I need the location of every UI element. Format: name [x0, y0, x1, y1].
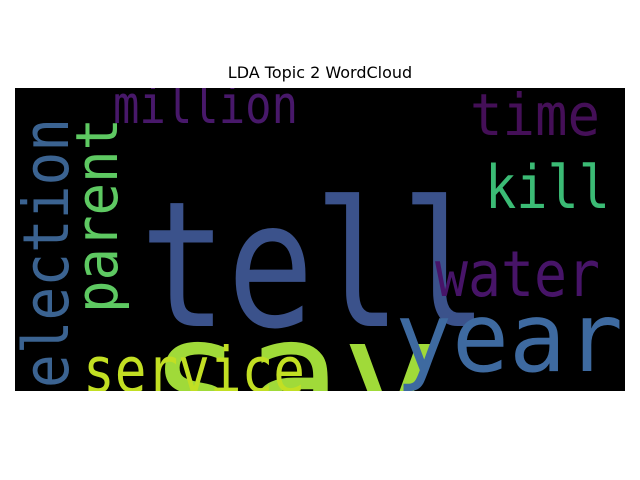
word-tell: tell [140, 165, 488, 368]
chart-title: LDA Topic 2 WordCloud [227, 63, 413, 82]
word-million: million [113, 88, 298, 136]
word-service: service [83, 334, 305, 391]
word-parent: parent [63, 118, 131, 313]
word-say: say [148, 282, 438, 391]
word-election: election [15, 118, 83, 388]
word-water: water [435, 238, 600, 311]
wordcloud-panel: tell say year election service water parent mil… [15, 88, 625, 391]
word-year: year [395, 282, 623, 391]
word-time: time [470, 88, 600, 149]
word-kill: kill [485, 154, 610, 223]
